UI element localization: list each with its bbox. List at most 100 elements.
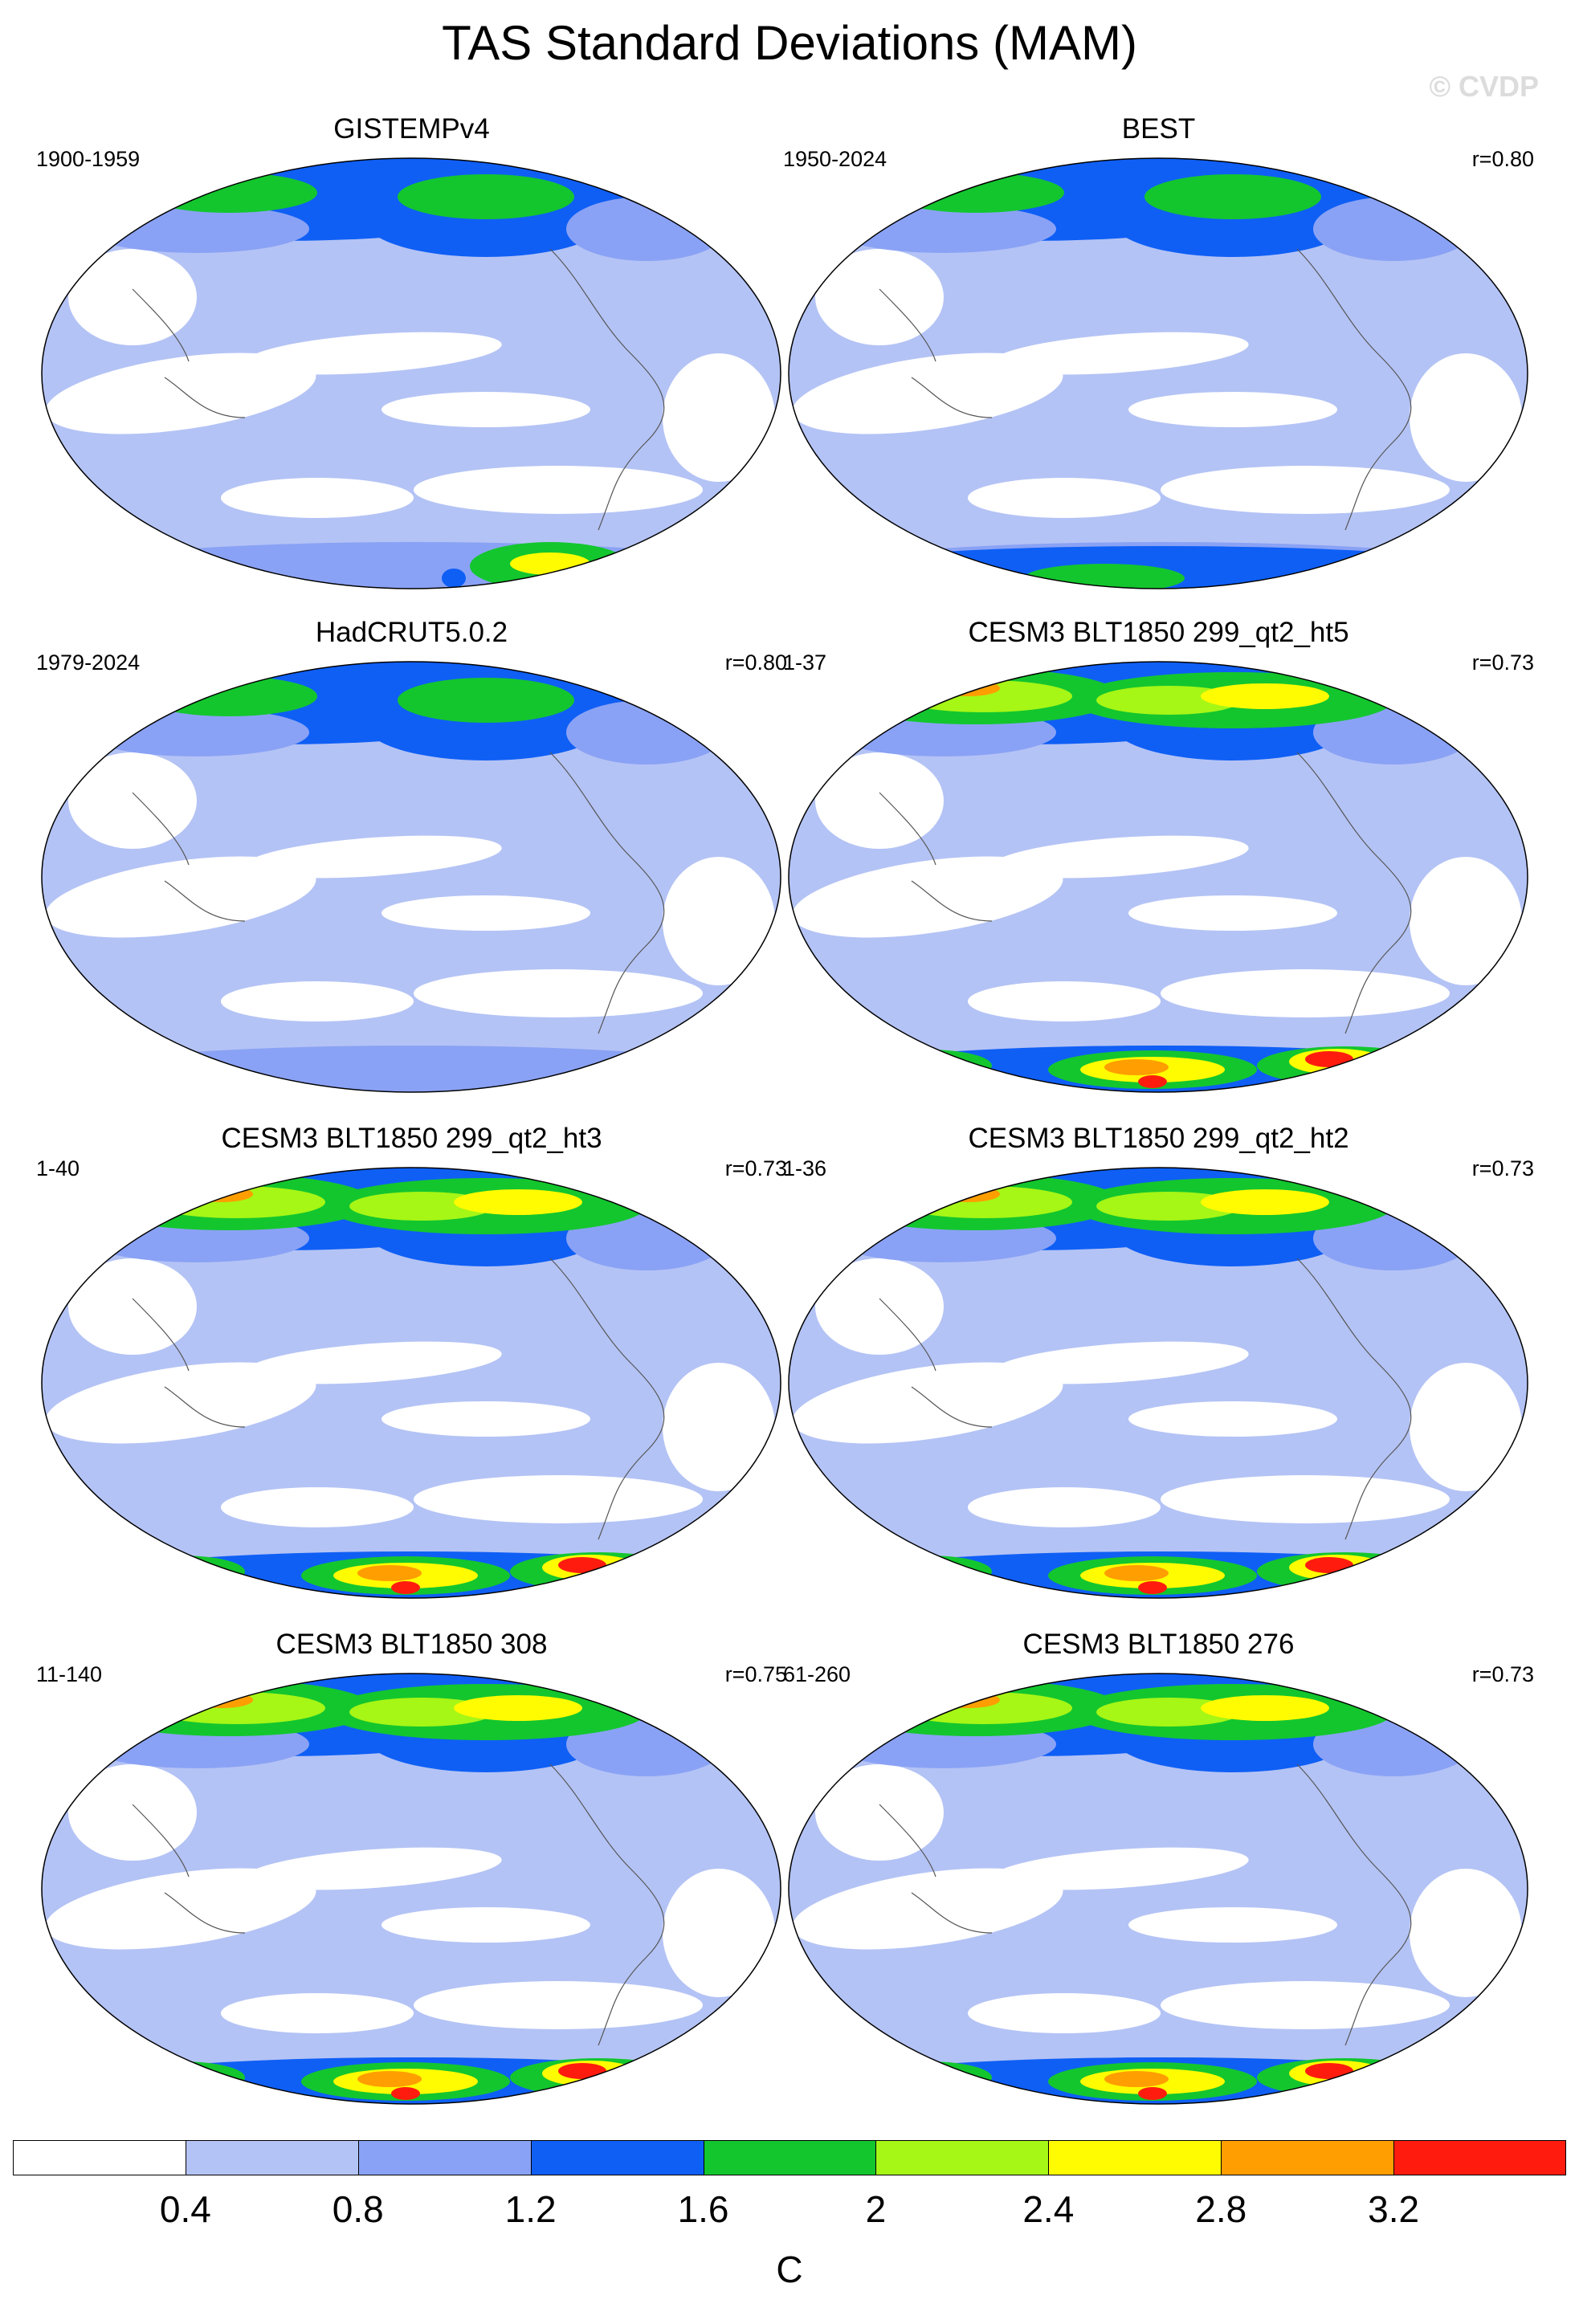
low-variability-region	[1161, 466, 1450, 514]
low-variability-region	[992, 1847, 1249, 1890]
high-variability-core	[1201, 1189, 1329, 1215]
antarctic-variability-core	[116, 2061, 245, 2094]
low-variability-region	[381, 1401, 590, 1437]
antarctic-variability-core	[1104, 2071, 1169, 2087]
map-border	[41, 1167, 781, 1599]
antarctic-variability-core	[510, 552, 590, 575]
low-variability-region	[1161, 1475, 1450, 1523]
high-variability-core	[936, 1186, 1000, 1202]
panel-correlation: r=0.75	[724, 1662, 787, 1686]
high-variability-core	[1385, 1186, 1450, 1218]
southern-variability-belt	[68, 542, 759, 589]
colorbar-unit-label: C	[776, 2249, 803, 2290]
antarctic-variability-core	[357, 2071, 422, 2087]
map-border	[41, 661, 781, 1093]
high-variability-core	[398, 678, 574, 723]
low-variability-region	[792, 856, 1063, 938]
antarctic-variability-core	[116, 1555, 245, 1588]
panel-correlation: r=0.80	[1471, 147, 1534, 171]
tas-stddev-map	[788, 1673, 1528, 2105]
map-panel-best: BEST 1950-2024 r=0.80	[783, 112, 1534, 594]
panel-period: 1950-2024	[783, 147, 887, 171]
antarctic-variability-core	[863, 1555, 992, 1588]
low-variability-region	[68, 1258, 197, 1355]
panel-period: 61-260	[783, 1662, 851, 1686]
antarctic-variability-core	[391, 1581, 420, 1594]
map-panel-ht2: CESM3 BLT1850 299_qt2_ht2 1-36 r=0.73	[783, 1122, 1534, 1604]
figure-title: TAS Standard Deviations (MAM)	[442, 16, 1137, 70]
colorbar-swatch	[13, 2140, 186, 2175]
map-border	[788, 157, 1528, 589]
coastline	[879, 752, 1412, 1034]
low-variability-region	[221, 1487, 414, 1527]
map-border	[41, 157, 781, 589]
panel-title: CESM3 BLT1850 276	[1022, 1629, 1295, 1660]
map-panel-308: CESM3 BLT1850 308 11-140 r=0.75	[36, 1628, 787, 2110]
panel-title: CESM3 BLT1850 299_qt2_ht5	[968, 617, 1349, 648]
low-variability-region	[245, 1341, 502, 1384]
panel-title: CESM3 BLT1850 308	[275, 1629, 548, 1660]
low-variability-region	[968, 1993, 1161, 2033]
tas-stddev-map	[41, 1167, 781, 1599]
panel-period: 1900-1959	[36, 147, 141, 171]
low-variability-region	[1128, 1401, 1337, 1437]
coastline	[879, 1763, 1412, 2046]
high-variability-core	[149, 1692, 325, 1724]
colorbar-tick-label: 1.6	[677, 2188, 729, 2230]
high-variability-core	[936, 680, 1000, 696]
high-variability-core	[141, 676, 317, 716]
map-border	[788, 661, 1528, 1093]
low-variability-region	[221, 981, 414, 1021]
low-variability-region	[1128, 895, 1337, 931]
panel-period: 1-37	[783, 650, 827, 675]
high-variability-core	[149, 1186, 325, 1218]
low-variability-region	[45, 353, 316, 434]
low-variability-region	[45, 856, 316, 938]
colorbar-swatch	[875, 2140, 1050, 2175]
low-variability-region	[968, 1487, 1161, 1527]
map-panel-gistemp: GISTEMPv4 1900-1959	[36, 112, 787, 594]
panel-period: 11-140	[36, 1662, 103, 1686]
coastline	[879, 248, 1412, 531]
map-panel-ht3: CESM3 BLT1850 299_qt2_ht3 1-40 r=0.73	[36, 1122, 787, 1604]
low-variability-region	[414, 969, 703, 1017]
low-variability-region	[245, 835, 502, 879]
high-variability-core	[887, 173, 1064, 213]
colorbar-tick-label: 3.2	[1368, 2188, 1420, 2230]
antarctic-variability-core	[558, 1557, 606, 1573]
panel-correlation: r=0.73	[1471, 650, 1534, 675]
high-variability-core	[1385, 1692, 1450, 1724]
low-variability-region	[992, 1341, 1249, 1384]
low-variability-region	[1410, 857, 1522, 985]
low-variability-region	[1410, 1869, 1522, 1997]
high-variability-core	[141, 173, 317, 213]
panel-correlation: r=0.73	[724, 1156, 787, 1180]
low-variability-region	[815, 1258, 944, 1355]
high-variability-core	[664, 1694, 693, 1714]
colorbar-tick-label: 1.2	[504, 2188, 557, 2230]
coastline	[879, 1258, 1412, 1540]
high-variability-core	[639, 1692, 703, 1724]
low-variability-region	[414, 466, 703, 514]
colorbar	[13, 2140, 1566, 2175]
watermark-text: © CVDP	[1429, 70, 1539, 103]
colorbar-tick-label: 0.4	[159, 2188, 211, 2230]
map-panel-hadcrut: HadCRUT5.0.2 1979-2024 r=0.80	[36, 616, 787, 1098]
low-variability-region	[815, 752, 944, 849]
tas-stddev-map	[788, 157, 1528, 589]
high-variability-core	[1144, 174, 1321, 219]
low-variability-region	[968, 981, 1161, 1021]
coastline	[132, 752, 665, 1034]
antarctic-variability-core	[442, 569, 466, 588]
colorbar-tick-label: 2.4	[1022, 2188, 1075, 2230]
low-variability-region	[1410, 353, 1522, 482]
low-variability-region	[45, 1868, 316, 1950]
low-variability-region	[792, 1868, 1063, 1950]
low-variability-region	[381, 895, 590, 931]
low-variability-region	[1161, 1981, 1450, 2029]
panel-period: 1-36	[783, 1156, 827, 1180]
panel-correlation: r=0.73	[1471, 1156, 1534, 1180]
colorbar-swatch	[1393, 2140, 1566, 2175]
panel-correlation: r=0.73	[1471, 1662, 1534, 1686]
antarctic-variability-core	[1138, 1581, 1167, 1594]
